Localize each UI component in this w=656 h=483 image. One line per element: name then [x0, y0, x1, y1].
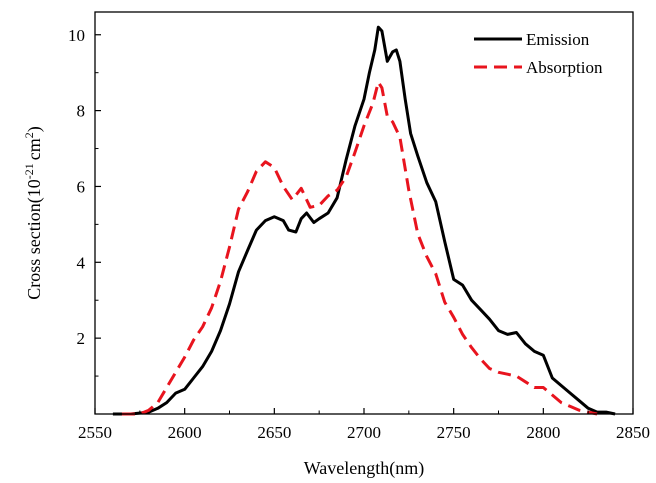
- y-tick-label: 6: [77, 177, 86, 196]
- x-tick-label: 2850: [616, 423, 650, 442]
- x-tick-label: 2650: [257, 423, 291, 442]
- y-tick-label: 10: [68, 26, 85, 45]
- y-axis-title-base: Cross section(10: [24, 179, 45, 300]
- y-axis-title-sup1: -21: [22, 163, 36, 179]
- x-tick-label: 2700: [347, 423, 381, 442]
- series-line-absorption: [121, 80, 598, 416]
- y-tick-label: 8: [77, 102, 86, 121]
- y-axis-title: Cross section(10-21 cm2): [22, 126, 45, 300]
- x-tick-label: 2600: [168, 423, 202, 442]
- x-tick-label: 2800: [526, 423, 560, 442]
- y-tick-label: 2: [77, 329, 86, 348]
- legend-label-emission: Emission: [526, 30, 590, 49]
- legend: Emission Absorption: [474, 30, 603, 77]
- axes: 2550 2600 2650 2700 2750 2800 2850 2 4 6 8 10: [68, 11, 650, 442]
- series-line-emission: [112, 25, 616, 416]
- y-axis-title-mid: cm: [24, 138, 44, 160]
- y-axis-title-sup2: 2: [22, 132, 36, 138]
- x-axis-title: Wavelength(nm): [304, 458, 425, 479]
- x-tick-label: 2550: [78, 423, 112, 442]
- plot-area: [112, 25, 616, 416]
- y-tick-label: 4: [77, 253, 86, 272]
- y-axis-title-end: ): [24, 126, 45, 132]
- legend-label-absorption: Absorption: [526, 58, 603, 77]
- x-tick-label: 2750: [437, 423, 471, 442]
